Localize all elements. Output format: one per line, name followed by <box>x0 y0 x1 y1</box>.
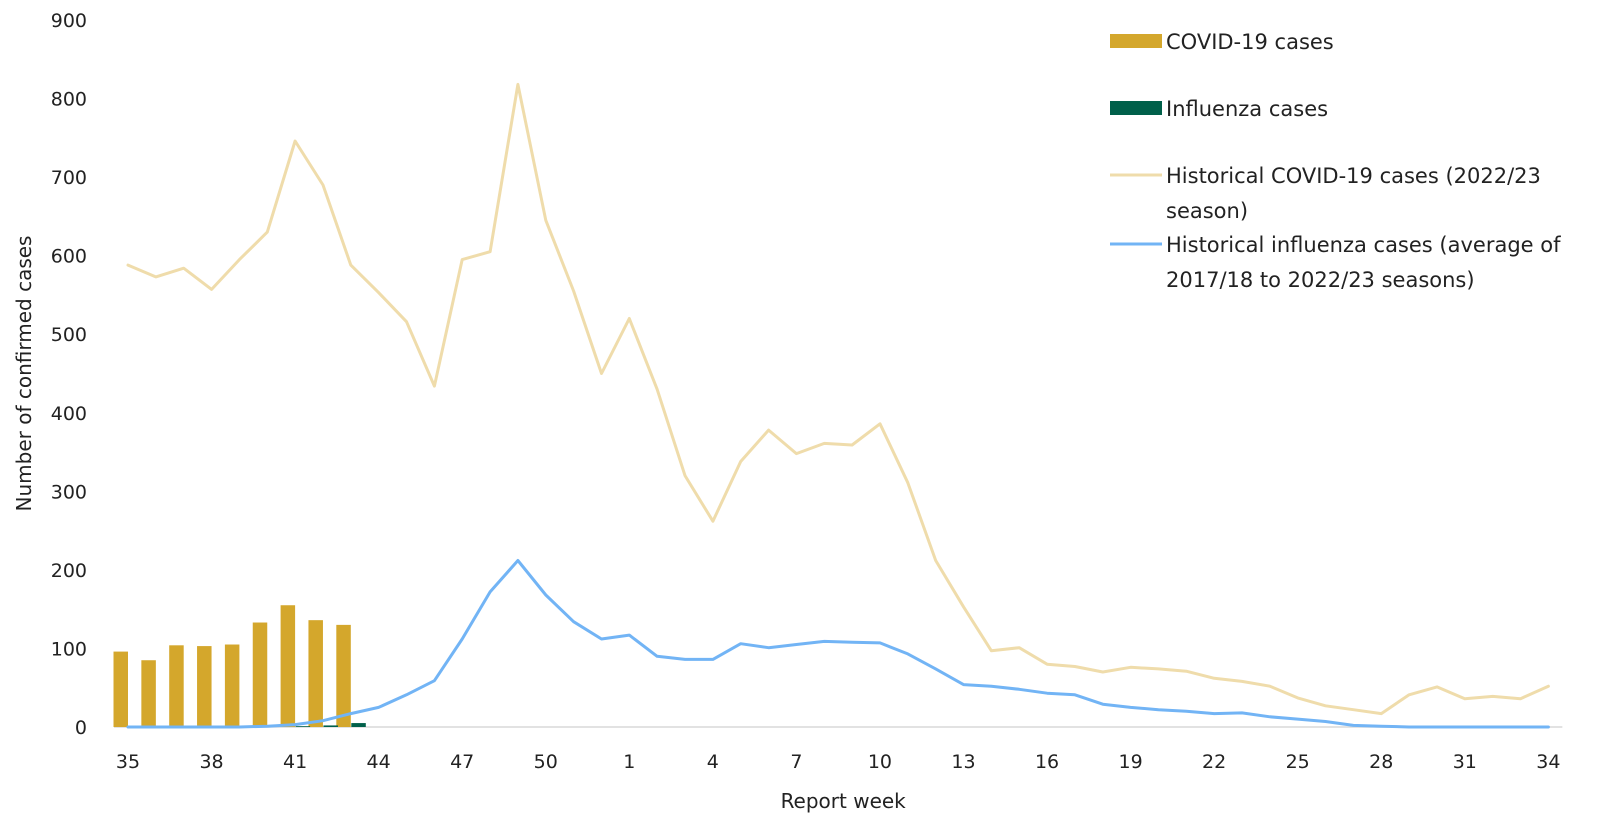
y-tick-label: 600 <box>51 246 87 268</box>
x-tick-label: 19 <box>1119 751 1143 773</box>
line-historical-covid <box>126 82 1550 716</box>
x-tick-label: 44 <box>367 751 391 773</box>
legend-label: Historical COVID-19 cases (2022/23 <box>1166 164 1541 188</box>
y-tick-label: 900 <box>51 10 87 32</box>
x-axis-ticks: 35 38 41 44 47 50 1 4 7 10 13 16 19 22 25 28 31 34 <box>116 751 1561 773</box>
bar-covid <box>113 651 128 727</box>
bar-influenza <box>295 726 311 727</box>
bar-influenza <box>351 723 366 727</box>
legend-label: COVID-19 cases <box>1166 30 1334 54</box>
y-tick-label: 800 <box>51 89 87 111</box>
legend-label: Influenza cases <box>1166 97 1328 121</box>
y-tick-label: 500 <box>51 324 87 346</box>
bar-covid <box>141 660 156 727</box>
y-tick-label: 700 <box>51 167 87 189</box>
x-tick-label: 4 <box>707 751 719 773</box>
bars <box>113 605 366 727</box>
y-tick-label: 200 <box>51 560 87 582</box>
x-tick-label: 16 <box>1035 751 1059 773</box>
bar-covid <box>169 645 184 727</box>
x-axis-label: Report week <box>781 789 907 813</box>
y-tick-label: 400 <box>51 403 87 425</box>
bar-covid <box>308 620 323 727</box>
y-axis-label: Number of confirmed cases <box>12 236 36 512</box>
x-tick-label: 38 <box>199 751 223 773</box>
bar-covid <box>224 644 240 727</box>
x-tick-label: 50 <box>534 751 558 773</box>
x-tick-label: 47 <box>450 751 474 773</box>
x-tick-label: 13 <box>951 751 975 773</box>
legend: COVID-19 cases Influenza cases Historical … <box>1110 30 1561 292</box>
bar-covid <box>197 646 212 727</box>
y-axis-ticks: 0 100 200 300 400 500 600 700 800 900 <box>51 10 87 739</box>
x-tick-label: 1 <box>623 751 635 773</box>
bar-influenza <box>323 725 338 727</box>
legend-swatch <box>1110 34 1162 48</box>
legend-label: season) <box>1166 199 1248 223</box>
legend-label: Historical influenza cases (average of <box>1166 233 1561 257</box>
legend-label: 2017/18 to 2022/23 seasons) <box>1166 268 1475 292</box>
x-tick-label: 28 <box>1369 751 1393 773</box>
line-historical-influenza <box>126 559 1550 729</box>
y-tick-label: 0 <box>75 717 87 739</box>
y-tick-label: 100 <box>51 638 87 660</box>
series-lines <box>126 82 1550 729</box>
y-tick-label: 300 <box>51 481 87 503</box>
x-tick-label: 31 <box>1453 751 1477 773</box>
bar-covid <box>252 622 268 727</box>
x-tick-label: 35 <box>116 751 140 773</box>
bar-covid <box>280 605 296 727</box>
x-tick-label: 34 <box>1536 751 1560 773</box>
x-tick-label: 41 <box>283 751 307 773</box>
bar-covid <box>336 624 351 727</box>
legend-swatch <box>1110 101 1162 115</box>
x-tick-label: 10 <box>868 751 892 773</box>
x-tick-label: 7 <box>790 751 802 773</box>
x-tick-label: 25 <box>1286 751 1310 773</box>
x-tick-label: 22 <box>1202 751 1226 773</box>
